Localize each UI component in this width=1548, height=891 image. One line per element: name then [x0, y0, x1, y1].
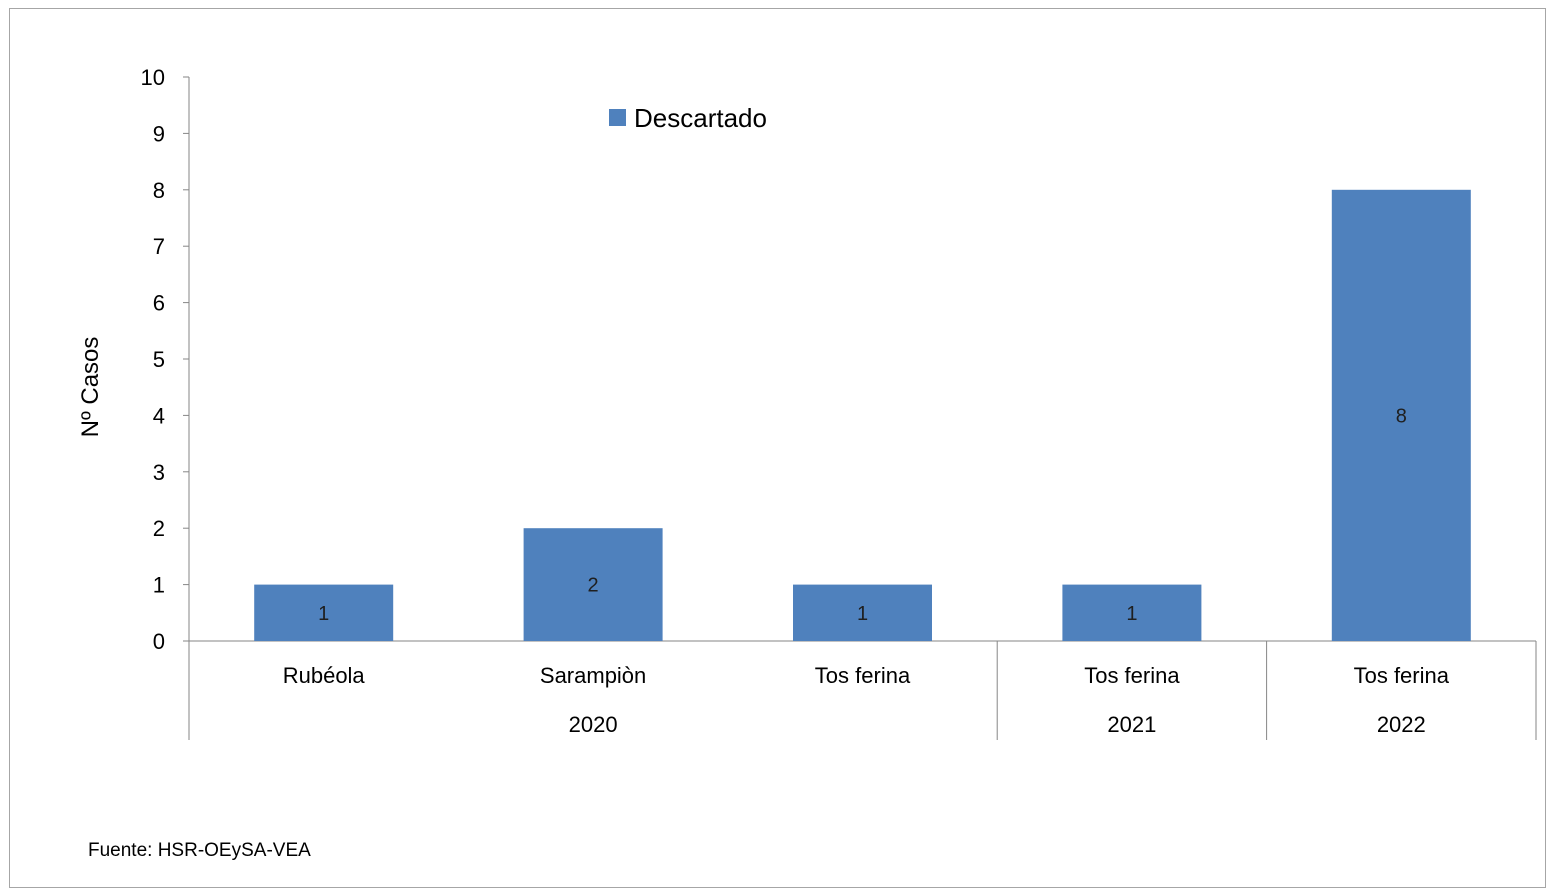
y-tick-label: 3	[153, 460, 165, 485]
category-label: Rubéola	[283, 663, 366, 688]
data-label: 1	[318, 603, 329, 625]
bar	[1062, 584, 1202, 641]
data-label: 1	[857, 603, 868, 625]
y-tick-label: 2	[153, 516, 165, 541]
data-label: 1	[1126, 603, 1137, 625]
bar	[254, 584, 394, 641]
chart-frame	[9, 8, 1546, 888]
bar	[1331, 189, 1471, 642]
category-label: Tos ferina	[1084, 663, 1180, 688]
y-tick-label: 8	[153, 178, 165, 203]
y-tick-label: 9	[153, 121, 165, 146]
legend: Descartado	[609, 103, 767, 133]
labels: 0 1 2 3 4 5 6 7 8 9 10 2020 2021 2022 Rubéola 1 Sarampiò…	[141, 65, 1450, 737]
group-label: 2022	[1377, 712, 1426, 737]
group-label: 2021	[1107, 712, 1156, 737]
y-tick-label: 7	[153, 234, 165, 259]
category-label: Tos ferina	[815, 663, 911, 688]
y-tick-label: 6	[153, 291, 165, 316]
y-tick-label: 1	[153, 573, 165, 598]
legend-swatch	[609, 109, 626, 126]
y-tick-label: 5	[153, 347, 165, 372]
y-tick-label: 0	[153, 629, 165, 654]
category-label: Tos ferina	[1354, 663, 1450, 688]
group-label: 2020	[569, 712, 618, 737]
legend-label: Descartado	[634, 103, 767, 133]
y-tick-label: 4	[153, 403, 165, 428]
data-label: 2	[588, 575, 599, 597]
bars	[254, 189, 1471, 642]
bar	[793, 584, 932, 641]
category-label: Sarampiòn	[540, 663, 646, 688]
bar	[523, 528, 663, 641]
y-tick-label: 10	[141, 65, 165, 90]
data-label: 8	[1396, 405, 1407, 427]
source-note: Fuente: HSR-OEySA-VEA	[88, 840, 311, 861]
y-axis-title: Nº Casos	[77, 337, 104, 438]
